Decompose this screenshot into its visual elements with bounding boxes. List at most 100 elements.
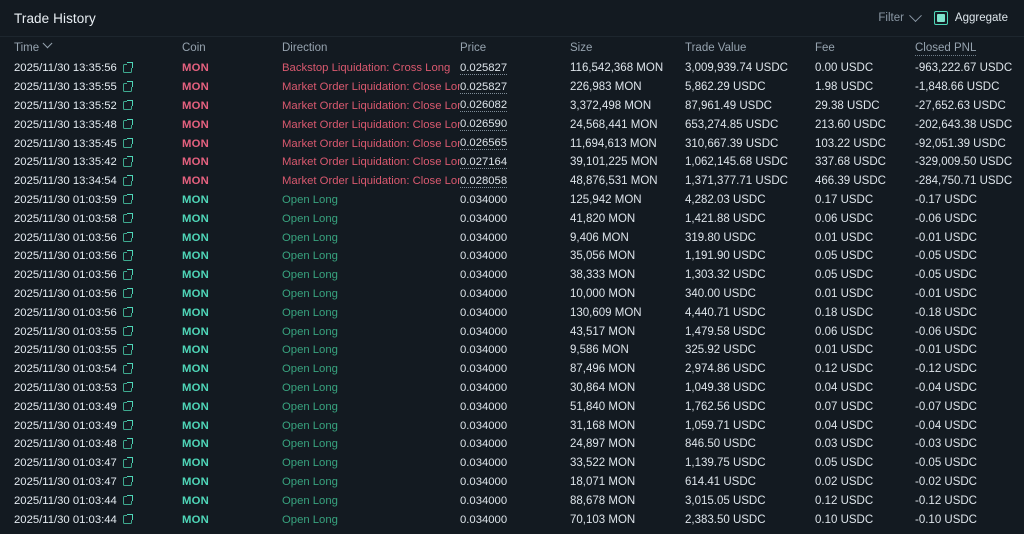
cell-time: 2025/11/30 01:03:49 [0,397,182,416]
trade-history-table-wrap[interactable]: Time Coin Direction Price Size Trade Val… [0,37,1024,534]
external-link-icon[interactable] [122,400,134,412]
cell-price: 0.026082 [460,97,570,116]
table-row[interactable]: 2025/11/30 01:03:44 MON Open Long 0.034000 7… [0,510,1024,529]
cell-time: 2025/11/30 01:03:44 [0,510,182,529]
cell-trade-value: 3,009,939.74 USDC [685,62,788,75]
coin-symbol: MON [182,344,209,357]
table-row[interactable]: 2025/11/30 13:35:52 MON Market Order Liqui… [0,97,1024,116]
cell-closed-pnl: -329,009.50 USDC [915,156,1013,169]
column-label-direction: Direction [282,42,328,54]
table-row[interactable]: 2025/11/30 01:03:56 MON Open Long 0.034000 9… [0,228,1024,247]
external-link-icon[interactable] [122,513,134,525]
table-row[interactable]: 2025/11/30 13:35:56 MON Backstop Liquidati… [0,59,1024,78]
table-row[interactable]: 2025/11/30 01:03:49 MON Open Long 0.034000 3… [0,416,1024,435]
table-row[interactable]: 2025/11/30 01:03:56 MON Open Long 0.034000 3… [0,266,1024,285]
external-link-icon[interactable] [122,212,134,224]
cell-direction: Open Long [282,285,460,304]
table-row[interactable]: 2025/11/30 01:03:58 MON Open Long 0.034000 4… [0,209,1024,228]
table-row[interactable]: 2025/11/30 01:03:55 MON Open Long 0.034000 4… [0,322,1024,341]
external-link-icon[interactable] [122,156,134,167]
cell-fee: 0.06 USDC [815,212,874,225]
external-link-icon[interactable] [122,457,134,468]
cell-trade-value: 5,862.29 USDC [685,81,766,94]
aggregate-checkbox[interactable] [933,11,948,25]
external-link-icon[interactable] [122,250,134,261]
column-header-time[interactable]: Time [0,37,182,59]
cell-size: 38,333 MON [570,269,636,282]
cell-fee: 0.01 USDC [815,344,874,357]
external-link-icon[interactable] [122,287,134,299]
direction-text: Backstop Liquidation: Cross Long [282,62,451,75]
column-header-closed-pnl[interactable]: Closed PNL [915,37,1024,59]
coin-symbol: MON [182,269,209,282]
table-row[interactable]: 2025/11/30 13:35:55 MON Market Order Liqui… [0,78,1024,97]
coin-symbol: MON [182,513,209,526]
time-cell-wrap: 2025/11/30 13:35:56 [14,62,182,74]
time-cell-wrap: 2025/11/30 01:03:56 [14,287,182,300]
coin-symbol: MON [182,475,209,488]
cell-direction: Market Order Liquidation: Close Long [282,172,460,191]
table-row[interactable]: 2025/11/30 01:03:56 MON Open Long 0.034000 1… [0,303,1024,322]
table-row[interactable]: 2025/11/30 01:03:55 MON Open Long 0.034000 9… [0,341,1024,360]
table-row[interactable]: 2025/11/30 13:35:48 MON Market Order Liqui… [0,115,1024,134]
external-link-icon[interactable] [122,419,134,431]
table-row[interactable]: 2025/11/30 01:03:44 MON Open Long 0.034000 8… [0,491,1024,510]
coin-symbol: MON [182,156,209,169]
direction-text: Open Long [282,381,338,394]
external-link-icon[interactable] [122,306,134,318]
external-link-icon[interactable] [122,118,134,130]
cell-time: 2025/11/30 13:34:54 [0,172,182,191]
table-row[interactable]: 2025/11/30 01:03:48 MON Open Long 0.034000 2… [0,435,1024,454]
price-value: 0.034000 [460,269,508,282]
price-value[interactable]: 0.028058 [460,174,508,188]
table-row[interactable]: 2025/11/30 13:34:54 MON Market Order Liqui… [0,172,1024,191]
external-link-icon[interactable] [122,381,134,393]
direction-text: Open Long [282,231,338,244]
price-value[interactable]: 0.025827 [460,80,508,94]
external-link-icon[interactable] [122,137,134,149]
cell-size: 33,522 MON [570,457,636,470]
price-value[interactable]: 0.026565 [460,137,508,151]
price-value: 0.034000 [460,457,508,470]
cell-coin: MON [182,360,282,379]
panel-header: Trade History Filter Aggregate [0,0,1024,37]
table-row[interactable]: 2025/11/30 01:03:47 MON Open Long 0.034000 1… [0,473,1024,492]
time-cell-wrap: 2025/11/30 01:03:54 [14,363,182,375]
external-link-icon[interactable] [122,175,134,186]
column-header-size: Size [570,37,685,59]
external-link-icon[interactable] [122,438,134,449]
table-row[interactable]: 2025/11/30 01:03:54 MON Open Long 0.034000 8… [0,360,1024,379]
external-link-icon[interactable] [122,344,134,355]
table-row[interactable]: 2025/11/30 01:03:56 MON Open Long 0.034000 1… [0,285,1024,304]
external-link-icon[interactable] [122,99,134,111]
cell-time: 2025/11/30 01:03:59 [0,191,182,210]
price-value[interactable]: 0.026082 [460,99,508,113]
price-value: 0.034000 [460,475,508,488]
cell-price: 0.034000 [460,473,570,492]
filter-dropdown[interactable]: Filter [878,8,922,24]
external-link-icon[interactable] [122,231,134,243]
table-row[interactable]: 2025/11/30 01:03:53 MON Open Long 0.034000 3… [0,379,1024,398]
external-link-icon[interactable] [122,269,134,280]
aggregate-toggle[interactable]: Aggregate [933,11,1008,25]
table-row[interactable]: 2025/11/30 13:35:42 MON Market Order Liqui… [0,153,1024,172]
external-link-icon[interactable] [122,494,134,506]
table-row[interactable]: 2025/11/30 01:03:47 MON Open Long 0.034000 3… [0,454,1024,473]
external-link-icon[interactable] [122,62,134,73]
price-value[interactable]: 0.026590 [460,118,508,132]
table-row[interactable]: 2025/11/30 01:03:56 MON Open Long 0.034000 3… [0,247,1024,266]
time-cell-wrap: 2025/11/30 01:03:55 [14,325,182,338]
external-link-icon[interactable] [122,325,134,337]
external-link-icon[interactable] [122,475,134,487]
external-link-icon[interactable] [122,363,134,374]
coin-symbol: MON [182,325,209,338]
table-row[interactable]: 2025/11/30 01:03:49 MON Open Long 0.034000 5… [0,397,1024,416]
external-link-icon[interactable] [122,193,134,205]
cell-fee: 0.05 USDC [815,457,874,470]
table-row[interactable]: 2025/11/30 13:35:45 MON Market Order Liqui… [0,134,1024,153]
external-link-icon[interactable] [122,81,134,92]
price-value[interactable]: 0.025827 [460,61,508,75]
column-label-time: Time [14,42,40,54]
price-value[interactable]: 0.027164 [460,155,508,169]
table-row[interactable]: 2025/11/30 01:03:59 MON Open Long 0.034000 1… [0,191,1024,210]
